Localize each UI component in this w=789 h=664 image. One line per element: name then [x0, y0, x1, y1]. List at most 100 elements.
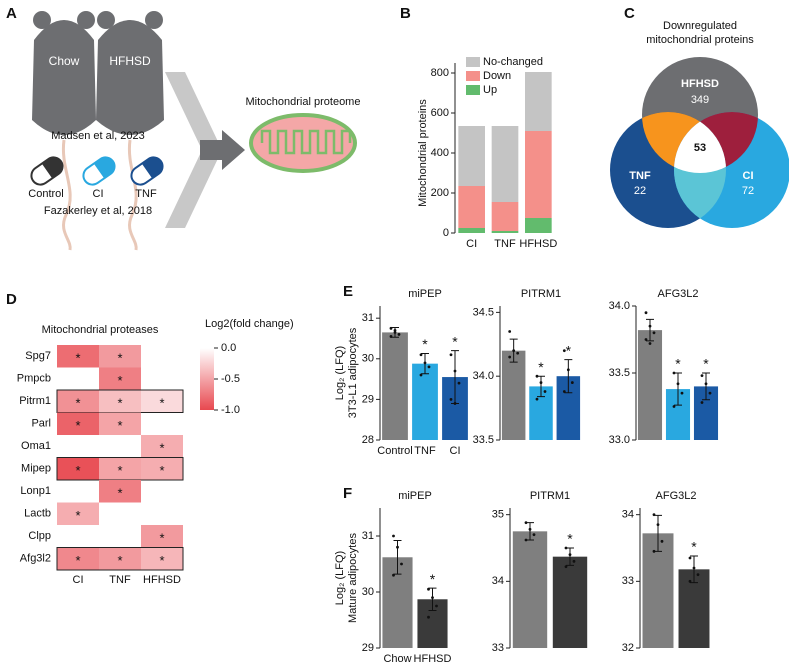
mouse-label: Chow [49, 54, 80, 68]
heatmap-cell [57, 412, 99, 435]
bar [556, 376, 581, 440]
data-point [562, 390, 566, 393]
heatmap-cell [141, 525, 183, 548]
y-tick-label: 34.5 [473, 306, 494, 318]
data-point [700, 374, 704, 378]
data-point [688, 579, 692, 583]
row-label: Oma1 [21, 440, 51, 452]
column-label: CI [73, 574, 84, 586]
y-label: Log₂ (LFQ) [334, 551, 346, 605]
data-point [688, 556, 692, 560]
chart-title: AFG3L2 [658, 288, 699, 300]
venn-name: CI [743, 170, 754, 182]
data-point [400, 562, 403, 566]
significance: * [117, 373, 122, 388]
merge-arrow [165, 72, 245, 228]
y-label: Log₂ (LFQ) [334, 346, 346, 400]
colorbar-tick-label: -1.0 [221, 404, 240, 416]
x-tick-label: HFHSD [519, 238, 557, 250]
data-point [708, 391, 712, 395]
data-point [535, 397, 539, 401]
bar [412, 363, 438, 440]
data-point [449, 353, 453, 357]
source: Fazakerley et al, 2018 [44, 205, 152, 217]
row-label: Mipep [21, 463, 51, 475]
panel-label: C [624, 5, 635, 22]
heatmap-cell [99, 367, 141, 390]
error-bar [391, 327, 399, 338]
venn-count: 22 [634, 185, 646, 197]
venn-name: TNF [629, 170, 651, 182]
panel-label: E [343, 283, 353, 300]
heatmap-cell [99, 457, 141, 480]
panel-label: F [343, 485, 352, 502]
significance: * [703, 356, 709, 372]
panel-label: B [400, 5, 411, 22]
heatmap-cell [57, 502, 99, 525]
column-label: HFHSD [143, 574, 181, 586]
row-label: Spg7 [25, 350, 51, 362]
error-bar [393, 539, 402, 575]
bar-segment [491, 231, 519, 233]
data-point [644, 338, 648, 341]
bar-segment [458, 126, 485, 186]
bar-segment [458, 186, 485, 228]
data-point [419, 373, 423, 377]
heatmap-cell [57, 547, 99, 570]
data-point [449, 397, 453, 401]
significance: * [75, 418, 80, 433]
legend-swatch [466, 71, 480, 81]
significance: * [117, 463, 122, 478]
data-point [672, 405, 676, 408]
y-tick-label: 29 [362, 393, 374, 405]
row-label: Afg3l2 [20, 553, 51, 565]
treatment-label: TNF [135, 188, 157, 200]
row-label: Lonp1 [20, 485, 51, 497]
significance: * [691, 539, 697, 555]
data-point [397, 333, 401, 336]
chart-title: miPEP [398, 490, 432, 502]
heatmap-cell [141, 435, 183, 458]
error-bar [421, 353, 429, 375]
y-label: Mature adipocytes [347, 533, 359, 623]
significance: * [422, 336, 428, 352]
mouse-hfhsd [96, 11, 164, 251]
legend-label: Down [483, 70, 511, 82]
y-label: Mitochondrial proteins [417, 99, 429, 207]
venn-count: 72 [742, 185, 754, 197]
bar-segment [525, 218, 552, 233]
significance: * [117, 351, 122, 366]
heatmap-cell [99, 390, 141, 413]
significance: * [117, 486, 122, 501]
bar [529, 386, 553, 440]
mouse-chow [32, 11, 96, 251]
y-tick-label: 800 [431, 67, 449, 79]
legend-swatch [466, 85, 480, 95]
row-label: Clpp [28, 530, 51, 542]
error-bar [654, 514, 662, 552]
bar-segment [525, 72, 552, 131]
significance: * [538, 359, 544, 375]
bar-segment [458, 228, 485, 233]
x-tick-label: HFHSD [414, 653, 452, 664]
panel-label: A [6, 5, 17, 22]
significance: * [75, 508, 80, 523]
heatmap-cell [141, 457, 183, 480]
colorbar-tick-label: -0.5 [221, 373, 240, 385]
colorbar-tick-label: 0.0 [221, 342, 236, 354]
bar [382, 332, 408, 440]
significance: * [452, 333, 458, 349]
venn-center [674, 112, 726, 173]
column-label: TNF [109, 574, 131, 586]
legend-swatch [466, 57, 480, 67]
heatmap-cell [99, 412, 141, 435]
significance: * [567, 531, 573, 547]
venn-shared: 53 [694, 142, 706, 154]
data-point [680, 391, 684, 395]
x-tick-label: Control [377, 445, 412, 457]
x-tick-label: TNF [494, 238, 516, 250]
row-label: Parl [31, 418, 51, 430]
bar [642, 533, 674, 648]
bar [512, 531, 548, 648]
error-bar [564, 359, 573, 394]
